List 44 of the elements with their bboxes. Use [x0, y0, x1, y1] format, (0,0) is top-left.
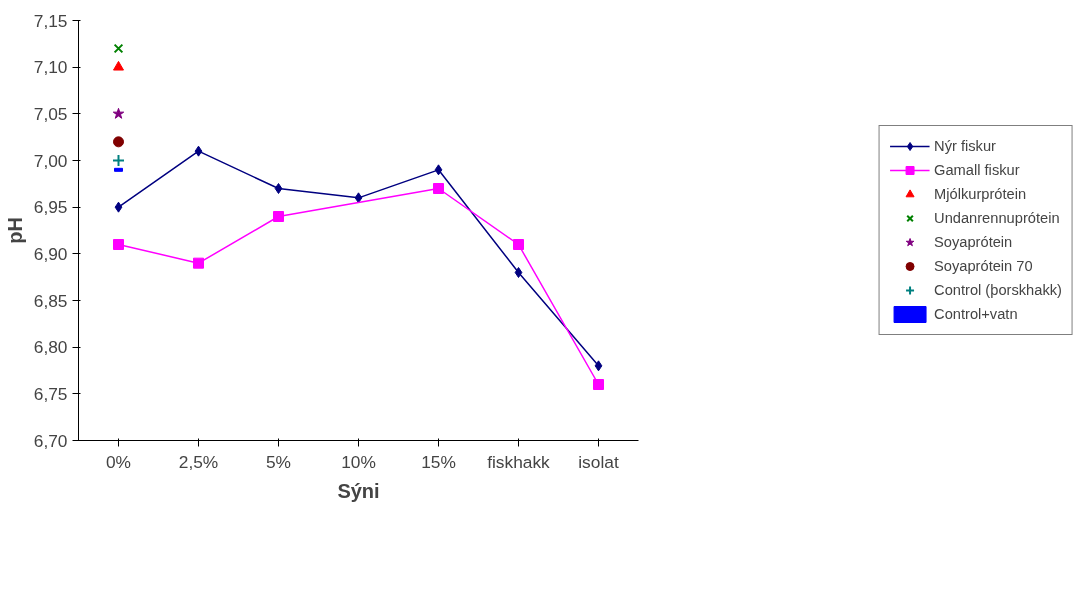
y-tick-label: 7,15 [33, 10, 68, 31]
point [194, 145, 203, 157]
y-tick-label: 6,85 [33, 290, 68, 311]
point [273, 211, 284, 222]
x-axis-title: Sýni [337, 479, 380, 502]
point [112, 154, 125, 167]
y-tick-label: 6,90 [33, 243, 68, 264]
point [433, 183, 444, 194]
x-tick-label: 5% [265, 451, 292, 472]
x-tick-label: 10% [341, 451, 376, 472]
legend-label: Soyaprótein 70 [934, 258, 1033, 274]
y-tick-label: 6,95 [33, 197, 68, 218]
legend-label: Gamall fiskur [934, 162, 1020, 178]
point [113, 43, 124, 54]
y-tick-label: 6,80 [33, 337, 68, 358]
point [434, 164, 443, 176]
x-tick-label: 15% [421, 451, 456, 472]
legend-label: Soyaprótein [934, 234, 1013, 250]
point [113, 136, 124, 148]
legend-label: Undanrennuprótein [934, 210, 1060, 226]
point [193, 257, 204, 269]
x-tick-label: 0% [105, 451, 132, 472]
x-tick-label: 2,5% [178, 451, 219, 472]
y-tick-label: 6,70 [33, 430, 68, 451]
y-tick-label: 6,75 [33, 383, 68, 404]
point [113, 60, 124, 71]
y-tick-label: 7,05 [33, 103, 68, 124]
legend-label: Control (þorskhakk) [934, 282, 1062, 298]
point [274, 183, 283, 194]
point [513, 239, 524, 250]
legend-label: Nýr fiskur [934, 138, 996, 154]
y-axis-title: pH [3, 217, 26, 244]
y-tick-label: 7,00 [33, 150, 68, 171]
point [112, 107, 125, 119]
point [514, 267, 523, 278]
point [113, 239, 124, 250]
legend-label: Control+vatn [934, 306, 1018, 322]
x-tick-label: isolat [578, 451, 619, 472]
x-tick-label: fiskhakk [487, 451, 551, 472]
point [114, 201, 123, 213]
point [594, 360, 603, 372]
y-tick-label: 7,10 [33, 57, 68, 78]
legend-label: Mjólkurprótein [934, 186, 1027, 202]
point [593, 379, 604, 390]
